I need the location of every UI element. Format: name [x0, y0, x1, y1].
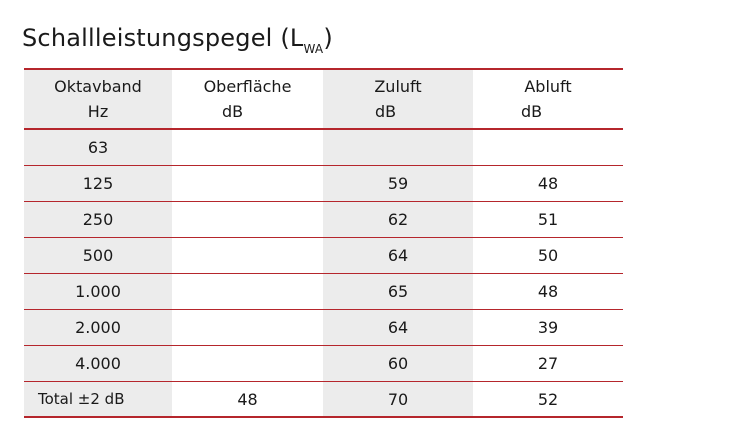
cell-oberflaeche: [172, 238, 323, 273]
cell-abluft: 48: [537, 282, 559, 301]
cell-total-abluft: 52: [537, 389, 559, 409]
table-header-row: Oktavband Hz Oberfläche dB Zuluft dB Abl…: [24, 68, 623, 130]
table-total-row: Total ±2 dB 48 70 52: [24, 382, 623, 418]
table-row: 250 62 51: [24, 202, 623, 238]
cell-total-oberflaeche: 48: [237, 389, 258, 409]
cell-oberflaeche: [172, 346, 323, 381]
header-abluft: Abluft dB: [473, 70, 623, 128]
cell-band: 4.000: [75, 354, 121, 373]
table-row: 63: [24, 130, 623, 166]
cell-zuluft: 59: [387, 174, 409, 193]
cell-zuluft: [323, 130, 473, 165]
header-oberflaeche: Oberfläche dB: [172, 70, 323, 128]
page-title: Schallleistungspegel (LWA): [22, 22, 333, 58]
table-row: 1.000 65 48: [24, 274, 623, 310]
cell-abluft: 27: [537, 354, 559, 373]
header-unit: dB: [222, 102, 244, 121]
cell-zuluft: 65: [387, 282, 409, 301]
cell-abluft: [473, 130, 623, 165]
cell-abluft: 51: [537, 210, 559, 229]
cell-total-label: Total ±2 dB: [38, 390, 125, 408]
cell-band: 2.000: [75, 318, 121, 337]
title-main: Schallleistungspegel (L: [22, 24, 304, 52]
header-unit: Hz: [87, 102, 109, 121]
header-label: Zuluft: [374, 77, 422, 96]
header-oktavband: Oktavband Hz: [24, 70, 172, 128]
cell-abluft: 39: [537, 318, 559, 337]
cell-zuluft: 60: [387, 354, 409, 373]
cell-oberflaeche: [172, 202, 323, 237]
header-label: Abluft: [524, 77, 572, 96]
column-shade-oktavband: [24, 68, 172, 416]
cell-zuluft: 62: [387, 210, 409, 229]
cell-abluft: 48: [537, 174, 559, 193]
sound-power-table: Oktavband Hz Oberfläche dB Zuluft dB Abl…: [24, 68, 623, 418]
table-row: 2.000 64 39: [24, 310, 623, 346]
cell-total-zuluft: 70: [387, 389, 409, 409]
cell-band: 63: [87, 138, 109, 157]
title-close: ): [323, 24, 333, 52]
table-row: 125 59 48: [24, 166, 623, 202]
cell-oberflaeche: [172, 310, 323, 345]
header-label: Oktavband: [54, 77, 142, 96]
cell-oberflaeche: [172, 130, 323, 165]
cell-band: 125: [82, 174, 114, 193]
header-label: Oberfläche: [203, 77, 292, 96]
header-unit: dB: [375, 102, 397, 121]
cell-oberflaeche: [172, 166, 323, 201]
cell-band: 250: [82, 210, 114, 229]
header-zuluft: Zuluft dB: [323, 70, 473, 128]
table-row: 4.000 60 27: [24, 346, 623, 382]
cell-abluft: 50: [537, 246, 559, 265]
cell-zuluft: 64: [387, 318, 409, 337]
cell-band: 1.000: [75, 282, 121, 301]
column-shade-zuluft: [323, 68, 473, 416]
cell-oberflaeche: [172, 274, 323, 309]
title-subscript: WA: [303, 42, 324, 56]
header-unit: dB: [521, 102, 543, 121]
table-row: 500 64 50: [24, 238, 623, 274]
cell-band: 500: [82, 246, 114, 265]
cell-zuluft: 64: [387, 246, 409, 265]
